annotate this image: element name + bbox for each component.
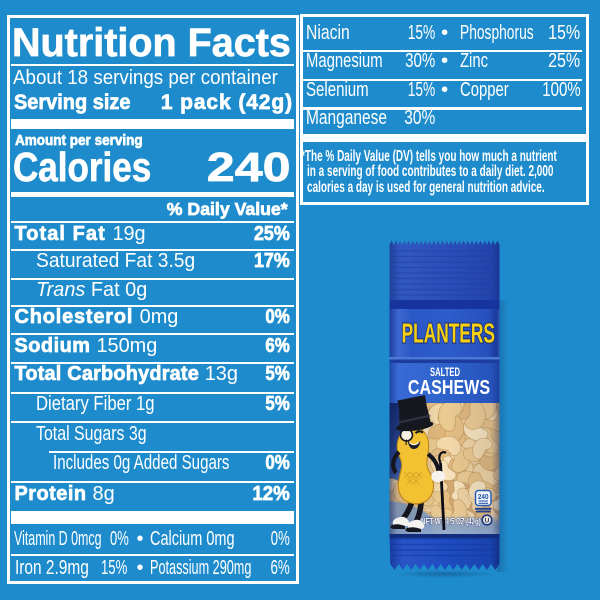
svg-text:PLANTERS: PLANTERS [402,317,495,348]
svg-text:CASHEWS: CASHEWS [408,375,490,398]
svg-text:NET WT 1.5 OZ (42g): NET WT 1.5 OZ (42g) [421,516,481,527]
svg-text:240: 240 [478,493,489,501]
svg-text:U: U [485,518,490,525]
svg-text:SALTED: SALTED [430,366,460,379]
